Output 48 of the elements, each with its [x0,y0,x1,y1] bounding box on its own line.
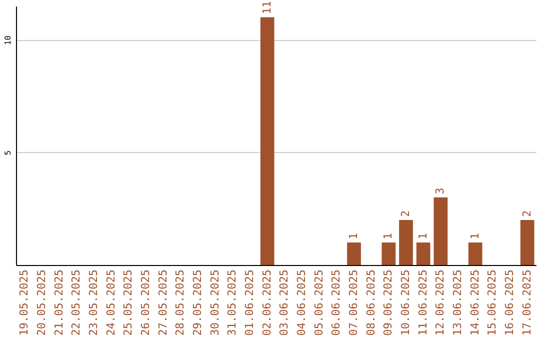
x-tick-label: 20.05.2025 [35,270,48,336]
x-tick-label: 01.06.2025 [243,270,256,336]
data-label: 3 [434,188,447,194]
x-tick-label: 25.05.2025 [122,270,135,336]
x-tick-label: 13.06.2025 [451,270,464,336]
x-tick-label: 03.06.2025 [278,270,291,336]
data-label: 1 [382,232,395,240]
x-tick-label: 28.05.2025 [174,270,187,336]
x-tick-label: 06.06.2025 [330,270,343,336]
bar [399,220,413,265]
x-tick-label: 21.05.2025 [52,270,66,336]
x-tick-label: 08.06.2025 [364,270,378,336]
x-tick-label: 29.05.2025 [191,270,204,336]
bar [434,197,448,265]
x-tick-label: 09.06.2025 [382,270,395,336]
x-tick-label: 22.05.2025 [70,270,83,336]
bar [347,242,361,265]
bar [520,220,534,265]
bar [468,242,482,265]
data-label: 11 [260,1,274,14]
data-label: 1 [468,232,482,240]
x-tick-label: 27.05.2025 [156,270,170,336]
x-tick-label: 04.06.2025 [295,270,308,336]
data-label: 2 [399,210,412,217]
x-tick-label: 10.06.2025 [399,270,412,336]
x-tick-label: 31.05.2025 [226,270,239,336]
x-tick-label: 07.06.2025 [347,270,360,336]
x-tick-label: 02.06.2025 [260,270,274,336]
x-tick-label: 17.06.2025 [520,270,534,336]
data-label: 2 [520,210,534,217]
x-tick-label: 15.06.2025 [486,270,499,336]
bar [260,17,274,265]
x-tick-label: 30.05.2025 [208,270,222,336]
bar [382,242,396,265]
x-tick-label: 14.06.2025 [468,270,482,336]
y-tick-label: 5 [4,150,12,156]
x-tick-label: 05.06.2025 [312,270,326,336]
x-tick-label: 16.06.2025 [503,270,516,336]
x-tick-label: 23.05.2025 [87,270,100,336]
bar [416,242,430,265]
x-tick-label: 11.06.2025 [416,270,430,336]
x-tick-label: 24.05.2025 [104,270,118,336]
x-tick-label: 19.05.2025 [18,270,31,336]
data-label: 1 [347,232,360,240]
x-tick-label: 12.06.2025 [434,270,447,336]
data-label: 1 [416,232,430,240]
x-tick-label: 26.05.2025 [139,270,152,336]
y-tick-label: 10 [4,35,12,46]
